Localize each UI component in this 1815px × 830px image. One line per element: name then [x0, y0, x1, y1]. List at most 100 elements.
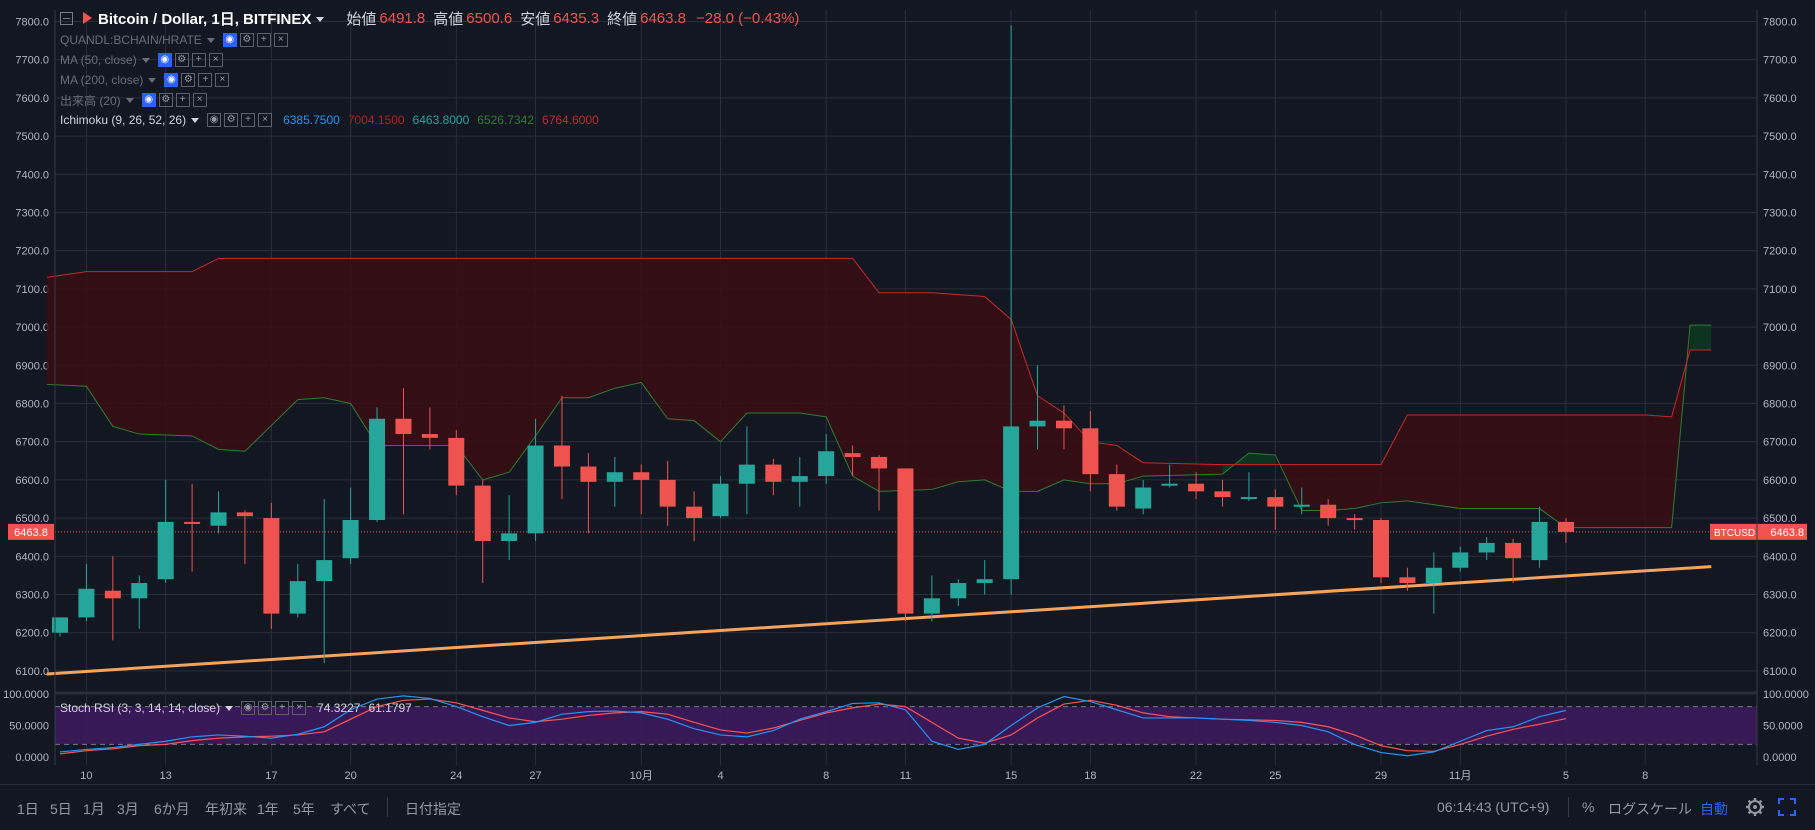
indicator-label[interactable]: MA (50, close): [60, 53, 137, 67]
chevron-down-icon[interactable]: [206, 37, 215, 43]
candle-body[interactable]: [1188, 483, 1205, 492]
eye-icon[interactable]: ◉: [164, 73, 179, 87]
range-button[interactable]: 5日: [50, 801, 72, 817]
candle-body[interactable]: [1082, 428, 1099, 475]
more-icon[interactable]: +: [256, 33, 271, 47]
gear-icon[interactable]: [1744, 796, 1766, 818]
candle-body[interactable]: [1452, 552, 1469, 568]
candle-body[interactable]: [236, 512, 253, 517]
chevron-down-icon[interactable]: [141, 57, 150, 63]
candle-body[interactable]: [527, 445, 544, 534]
goto-date-button[interactable]: 日付指定: [405, 801, 461, 817]
candle-body[interactable]: [1531, 521, 1548, 561]
settings-icon[interactable]: ⚙: [224, 113, 239, 127]
candle-body[interactable]: [52, 617, 68, 633]
candle-body[interactable]: [791, 476, 808, 482]
range-button[interactable]: 6か月: [154, 801, 190, 817]
candle-body[interactable]: [1373, 520, 1389, 578]
range-button[interactable]: 3月: [117, 801, 139, 817]
range-button[interactable]: 年初来: [205, 801, 247, 817]
more-icon[interactable]: +: [241, 113, 256, 127]
candle-body[interactable]: [342, 520, 359, 559]
eye-icon[interactable]: ◉: [141, 93, 156, 107]
eye-icon[interactable]: ◉: [241, 701, 256, 715]
candle-body[interactable]: [184, 521, 201, 524]
candle-body[interactable]: [976, 579, 993, 584]
candle-body[interactable]: [421, 434, 438, 438]
collapse-legend-icon[interactable]: [60, 11, 73, 25]
candle-body[interactable]: [289, 581, 306, 614]
chevron-down-icon[interactable]: [148, 77, 157, 83]
candle-body[interactable]: [395, 418, 412, 435]
candle-body[interactable]: [712, 483, 729, 517]
percent-toggle[interactable]: %: [1582, 799, 1595, 815]
chevron-down-icon[interactable]: [191, 117, 200, 123]
candle-body[interactable]: [1505, 542, 1522, 559]
eye-icon[interactable]: ◉: [157, 53, 172, 67]
candle-body[interactable]: [210, 512, 227, 526]
indicator-label[interactable]: MA (200, close): [60, 73, 144, 87]
candle-body[interactable]: [844, 453, 861, 457]
candle-body[interactable]: [1029, 420, 1046, 427]
indicator-row[interactable]: Ichimoku (9, 26, 52, 26) ◉ ⚙ + × 6385.7500 700…: [60, 110, 799, 130]
candle-body[interactable]: [157, 521, 174, 580]
candle-body[interactable]: [131, 583, 148, 599]
candle-body[interactable]: [1557, 521, 1574, 532]
more-icon[interactable]: +: [275, 701, 290, 715]
indicator-row[interactable]: 出来高 (20) ◉ ⚙ + ×: [60, 90, 799, 110]
settings-icon[interactable]: ⚙: [174, 53, 189, 67]
candle-body[interactable]: [78, 588, 95, 618]
close-icon[interactable]: ×: [273, 33, 288, 47]
range-button[interactable]: 1月: [83, 801, 105, 817]
candle-body[interactable]: [1293, 504, 1310, 507]
close-icon[interactable]: ×: [258, 113, 273, 127]
eye-icon[interactable]: ◉: [207, 113, 222, 127]
close-icon[interactable]: ×: [292, 701, 307, 715]
close-icon[interactable]: ×: [215, 73, 230, 87]
log-scale-toggle[interactable]: ログスケール: [1608, 801, 1692, 817]
candle-body[interactable]: [871, 456, 888, 469]
candle-body[interactable]: [738, 464, 755, 484]
stoch-rsi-label[interactable]: Stoch RSI (3, 3, 14, 14, close): [60, 701, 221, 715]
candle-body[interactable]: [1478, 542, 1495, 553]
range-button[interactable]: 1年: [257, 801, 279, 817]
candle-body[interactable]: [1108, 474, 1125, 507]
candle-body[interactable]: [474, 485, 491, 542]
indicator-row[interactable]: MA (200, close) ◉ ⚙ + ×: [60, 70, 799, 90]
candle-body[interactable]: [263, 518, 280, 614]
stoch-rsi-row[interactable]: Stoch RSI (3, 3, 14, 14, close) ◉ ⚙ + × …: [60, 698, 412, 718]
settings-icon[interactable]: ⚙: [181, 73, 196, 87]
close-icon[interactable]: ×: [192, 93, 207, 107]
indicator-label[interactable]: Ichimoku (9, 26, 52, 26): [60, 113, 187, 127]
candle-body[interactable]: [659, 479, 676, 507]
settings-icon[interactable]: ⚙: [158, 93, 173, 107]
candle-body[interactable]: [950, 583, 967, 599]
symbol-title[interactable]: Bitcoin / Dollar, 1日, BITFINEX: [98, 8, 325, 29]
candle-body[interactable]: [686, 506, 703, 519]
chevron-down-icon[interactable]: [225, 705, 234, 711]
candle-body[interactable]: [1267, 497, 1284, 507]
chevron-down-icon[interactable]: [316, 17, 325, 23]
candle-body[interactable]: [818, 451, 835, 477]
candle-body[interactable]: [765, 464, 782, 482]
candle-body[interactable]: [369, 418, 386, 520]
indicator-row[interactable]: QUANDL:BCHAIN/HRATE ◉ ⚙ + ×: [60, 30, 799, 50]
auto-scale-toggle[interactable]: 自動: [1700, 801, 1728, 817]
range-button[interactable]: すべて: [330, 801, 371, 817]
chevron-down-icon[interactable]: [125, 97, 134, 103]
candle-body[interactable]: [1161, 483, 1178, 486]
candle-body[interactable]: [633, 472, 650, 480]
candle-body[interactable]: [580, 466, 597, 482]
eye-icon[interactable]: ◉: [222, 33, 237, 47]
settings-icon[interactable]: ⚙: [239, 33, 254, 47]
candle-body[interactable]: [1346, 518, 1363, 521]
candle-body[interactable]: [1240, 497, 1257, 500]
candle-body[interactable]: [1055, 420, 1072, 429]
more-icon[interactable]: +: [175, 93, 190, 107]
candle-body[interactable]: [606, 472, 623, 482]
candle-body[interactable]: [897, 468, 914, 614]
indicator-label[interactable]: QUANDL:BCHAIN/HRATE: [60, 33, 202, 47]
candle-body[interactable]: [1135, 487, 1152, 509]
candle-body[interactable]: [1425, 567, 1442, 584]
close-icon[interactable]: ×: [208, 53, 223, 67]
